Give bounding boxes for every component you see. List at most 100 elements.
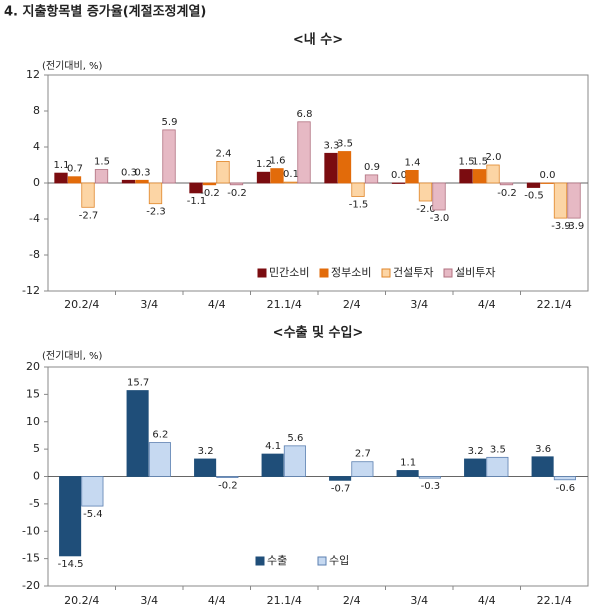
- legend-swatch: [255, 556, 265, 566]
- x-tick-label: 4/4: [208, 298, 226, 311]
- y-tick-label: 0: [33, 470, 40, 483]
- bar: [59, 476, 82, 557]
- bar: [229, 182, 244, 186]
- value-label: -0.2: [218, 481, 238, 492]
- value-label: 1.6: [270, 156, 286, 167]
- bar: [202, 182, 217, 186]
- bar: [472, 169, 487, 184]
- value-label: 0.7: [67, 164, 83, 175]
- bar: [148, 182, 163, 205]
- bar: [216, 476, 239, 478]
- bar: [499, 182, 514, 186]
- x-tick-label: 4/4: [478, 298, 496, 311]
- legend-label: 건설투자: [393, 266, 433, 279]
- value-label: 0.3: [135, 167, 151, 178]
- bar: [459, 169, 473, 184]
- bar: [418, 182, 433, 202]
- value-label: 5.6: [287, 433, 303, 444]
- value-label: 3.2: [198, 446, 214, 457]
- bar: [526, 182, 541, 188]
- legend-swatch: [319, 268, 329, 278]
- value-label: 5.9: [162, 117, 178, 128]
- bar: [486, 456, 509, 477]
- value-label: 1.5: [472, 157, 488, 168]
- value-label: -0.3: [421, 481, 441, 492]
- y-tick-label: 8: [33, 104, 40, 117]
- value-label: 3.5: [337, 139, 353, 150]
- bar: [94, 169, 109, 184]
- bar: [297, 121, 311, 184]
- value-label: 3.2: [468, 446, 484, 457]
- value-label: -1.1: [187, 196, 207, 207]
- value-label: 0.3: [121, 167, 137, 178]
- value-label: -0.2: [497, 188, 517, 199]
- bar: [162, 129, 176, 184]
- value-label: 1.1: [54, 160, 70, 171]
- legend-swatch: [317, 556, 327, 566]
- y-tick-label: -4: [29, 212, 40, 225]
- value-label: 1.4: [405, 157, 421, 168]
- bar: [432, 182, 446, 211]
- value-label: 0.1: [283, 169, 299, 180]
- value-label: 0.0: [540, 170, 556, 181]
- x-tick-label: 3/4: [140, 298, 158, 311]
- chart-title: <내 수>: [293, 32, 343, 48]
- value-label: -3.9: [551, 221, 571, 232]
- x-tick-label: 20.2/4: [64, 298, 99, 311]
- bar: [553, 476, 576, 481]
- x-tick-label: 22.1/4: [537, 594, 572, 607]
- legend-label: 수입: [329, 554, 349, 567]
- value-label: -5.4: [83, 509, 103, 520]
- value-label: -0.7: [331, 483, 351, 494]
- bar: [418, 476, 441, 479]
- bar: [148, 442, 171, 477]
- bar: [329, 476, 352, 481]
- legend-swatch: [381, 268, 391, 278]
- value-label: 4.1: [265, 441, 281, 452]
- bar: [283, 181, 298, 184]
- value-label: -2.0: [416, 204, 436, 215]
- y-tick-label: 4: [33, 140, 40, 153]
- value-label: 0.0: [391, 170, 407, 181]
- y-tick-label: 0: [33, 176, 40, 189]
- value-label: -1.5: [349, 200, 369, 211]
- legend-label: 수출: [267, 554, 287, 567]
- bar: [194, 458, 217, 477]
- y-tick-label: 5: [33, 442, 40, 455]
- bar: [405, 169, 419, 184]
- value-label: 1.5: [459, 157, 475, 168]
- bar: [391, 182, 406, 184]
- x-tick-label: 21.1/4: [267, 298, 302, 311]
- bar: [216, 160, 230, 184]
- bar: [324, 152, 338, 184]
- bar: [135, 179, 149, 184]
- y-tick-label: 20: [26, 360, 40, 373]
- bar: [81, 182, 95, 208]
- bar: [261, 453, 284, 477]
- bar: [121, 179, 136, 184]
- value-label: -2.3: [146, 207, 166, 218]
- value-label: 1.5: [94, 157, 110, 168]
- y-tick-label: -15: [22, 552, 40, 565]
- x-tick-label: 3/4: [410, 594, 428, 607]
- y-tick-label: -12: [22, 284, 40, 297]
- bar: [486, 164, 500, 184]
- bar: [270, 168, 284, 184]
- value-label: 3.6: [535, 444, 551, 455]
- bar: [256, 171, 271, 184]
- value-label: -0.5: [524, 191, 544, 202]
- bar: [54, 172, 68, 184]
- bar: [126, 390, 149, 477]
- value-label: -3.9: [565, 221, 585, 232]
- bar: [337, 151, 352, 184]
- y-tick-label: -20: [22, 579, 40, 592]
- value-label: 2.7: [355, 449, 371, 460]
- chart-title: <수출 및 수입>: [273, 325, 364, 341]
- x-tick-label: 4/4: [208, 594, 226, 607]
- y-axis-label: (전기대비, %): [42, 350, 103, 362]
- x-tick-label: 20.2/4: [64, 594, 99, 607]
- legend-swatch: [257, 268, 267, 278]
- legend-label: 정부소비: [331, 266, 371, 279]
- page-title: 4. 지출항목별 증가율(계절조정계열): [4, 4, 206, 20]
